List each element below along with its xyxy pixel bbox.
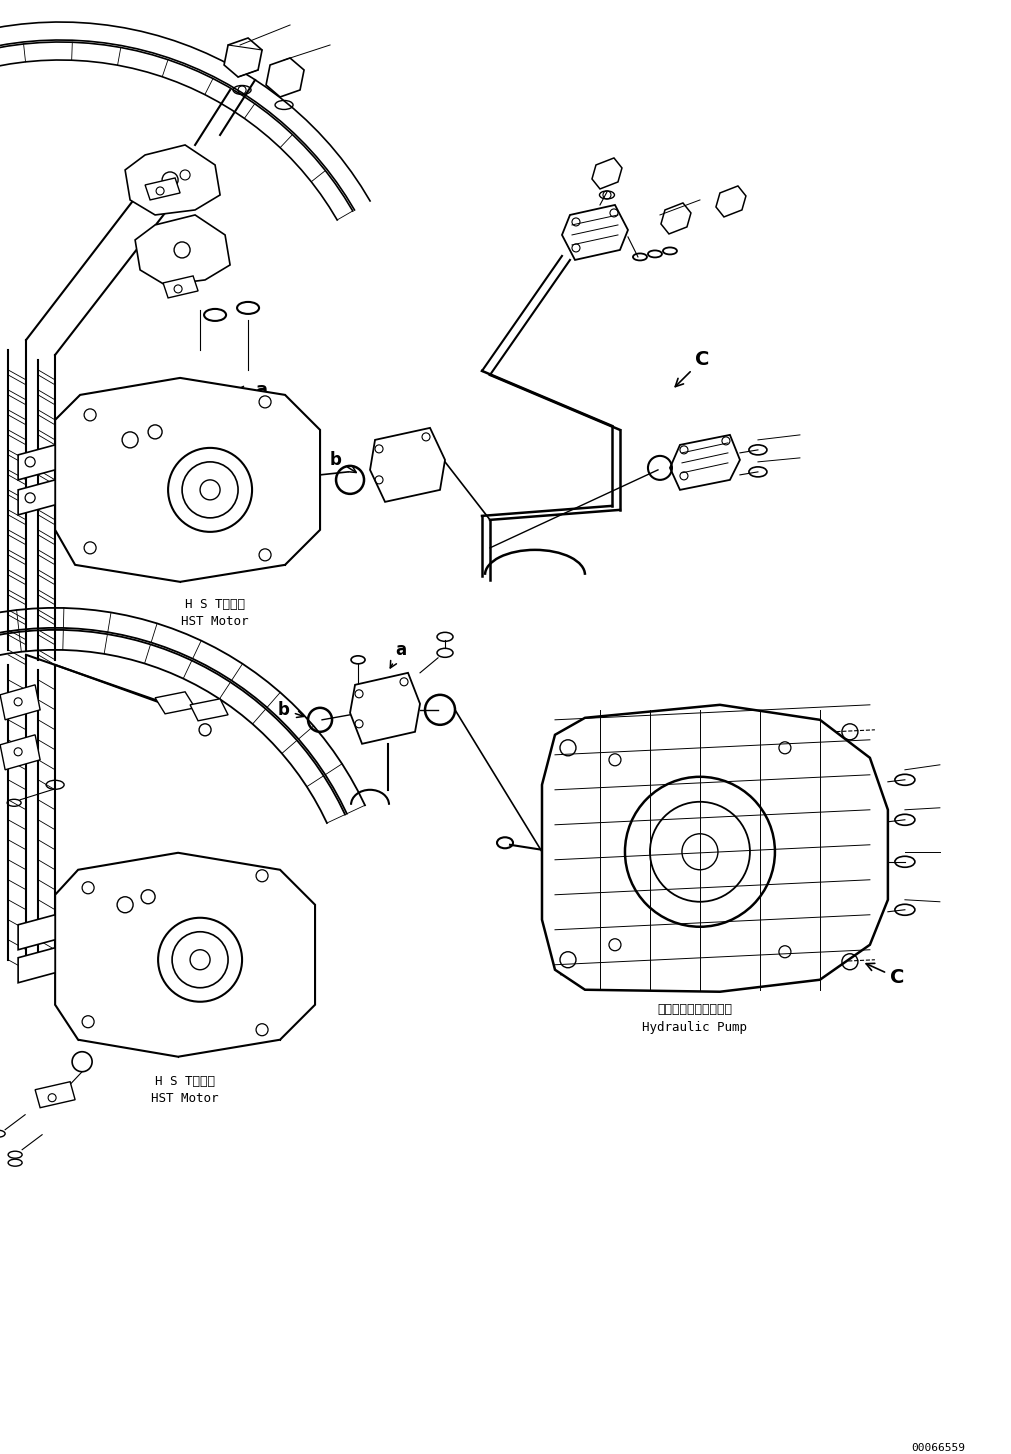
Text: C: C: [865, 964, 904, 987]
Text: a: a: [237, 381, 267, 398]
Polygon shape: [542, 705, 887, 992]
Polygon shape: [561, 205, 628, 260]
Polygon shape: [266, 58, 303, 97]
Polygon shape: [35, 1082, 75, 1108]
Polygon shape: [18, 480, 55, 515]
Polygon shape: [0, 685, 40, 720]
Polygon shape: [370, 427, 445, 502]
Text: Hydraulic Pump: Hydraulic Pump: [642, 1021, 747, 1034]
Polygon shape: [223, 38, 262, 77]
Polygon shape: [591, 158, 622, 189]
Text: C: C: [674, 350, 709, 387]
Text: HST Motor: HST Motor: [181, 615, 249, 628]
Text: a: a: [390, 641, 405, 667]
Polygon shape: [660, 204, 691, 234]
Text: HST Motor: HST Motor: [152, 1092, 218, 1105]
Polygon shape: [0, 734, 40, 769]
Polygon shape: [55, 378, 319, 582]
Polygon shape: [18, 915, 55, 949]
Text: H S Tモータ: H S Tモータ: [155, 1075, 215, 1088]
Polygon shape: [155, 692, 195, 714]
Polygon shape: [55, 853, 314, 1057]
Polygon shape: [18, 948, 55, 983]
Text: b: b: [278, 701, 303, 718]
Polygon shape: [18, 445, 55, 480]
Polygon shape: [715, 186, 745, 217]
Polygon shape: [669, 435, 739, 490]
Text: ハイドロリックポンプ: ハイドロリックポンプ: [657, 1003, 732, 1016]
Text: H S Tモータ: H S Tモータ: [185, 599, 245, 611]
Polygon shape: [163, 276, 198, 298]
Polygon shape: [134, 215, 229, 285]
Polygon shape: [350, 673, 420, 744]
Polygon shape: [125, 145, 219, 215]
Polygon shape: [145, 177, 180, 201]
Polygon shape: [190, 699, 227, 721]
Text: b: b: [330, 451, 356, 473]
Text: 00066559: 00066559: [910, 1442, 963, 1453]
